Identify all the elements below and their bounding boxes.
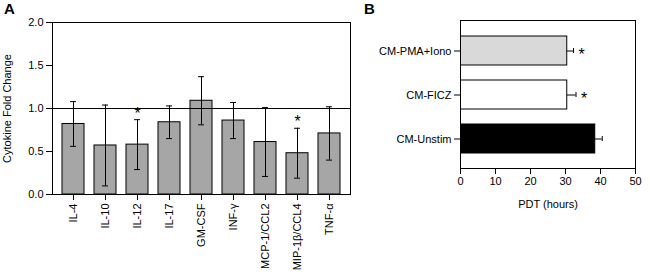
svg-text:50: 50 bbox=[629, 175, 641, 187]
svg-text:0.5: 0.5 bbox=[28, 145, 43, 157]
svg-text:*: * bbox=[294, 113, 300, 130]
svg-text:10: 10 bbox=[489, 175, 501, 187]
svg-text:GM-CSF: GM-CSF bbox=[195, 203, 207, 247]
svg-text:20: 20 bbox=[524, 175, 536, 187]
svg-text:0: 0 bbox=[457, 175, 463, 187]
svg-text:1.5: 1.5 bbox=[28, 59, 43, 71]
svg-text:TNF-α: TNF-α bbox=[323, 203, 335, 235]
html-text:B: B bbox=[364, 0, 375, 17]
svg-text:INF-γ: INF-γ bbox=[227, 203, 239, 230]
svg-text:1.0: 1.0 bbox=[28, 102, 43, 114]
svg-text:CM-FICZ: CM-FICZ bbox=[406, 89, 451, 101]
svg-text:*: * bbox=[134, 105, 140, 122]
svg-text:40: 40 bbox=[594, 175, 606, 187]
svg-text:Cytokine Fold Change: Cytokine Fold Change bbox=[1, 54, 13, 163]
svg-text:CM-PMA+Iono: CM-PMA+Iono bbox=[379, 45, 451, 57]
svg-text:30: 30 bbox=[559, 175, 571, 187]
svg-text:*: * bbox=[578, 46, 584, 63]
svg-text:MIP-1β/CCL4: MIP-1β/CCL4 bbox=[291, 204, 303, 271]
svg-text:PDT (hours): PDT (hours) bbox=[518, 198, 578, 210]
svg-text:IL-4: IL-4 bbox=[67, 204, 79, 223]
svg-text:MCP-1/CCL2: MCP-1/CCL2 bbox=[259, 204, 271, 269]
svg-text:IL-12: IL-12 bbox=[131, 204, 143, 229]
svg-text:*: * bbox=[581, 90, 587, 107]
svg-text:IL-17: IL-17 bbox=[163, 204, 175, 229]
svg-text:CM-Unstim: CM-Unstim bbox=[397, 133, 452, 145]
html-text:A: A bbox=[4, 0, 15, 17]
svg-text:0.0: 0.0 bbox=[28, 188, 43, 200]
svg-text:2.0: 2.0 bbox=[28, 16, 43, 28]
svg-text:IL-10: IL-10 bbox=[99, 204, 111, 229]
